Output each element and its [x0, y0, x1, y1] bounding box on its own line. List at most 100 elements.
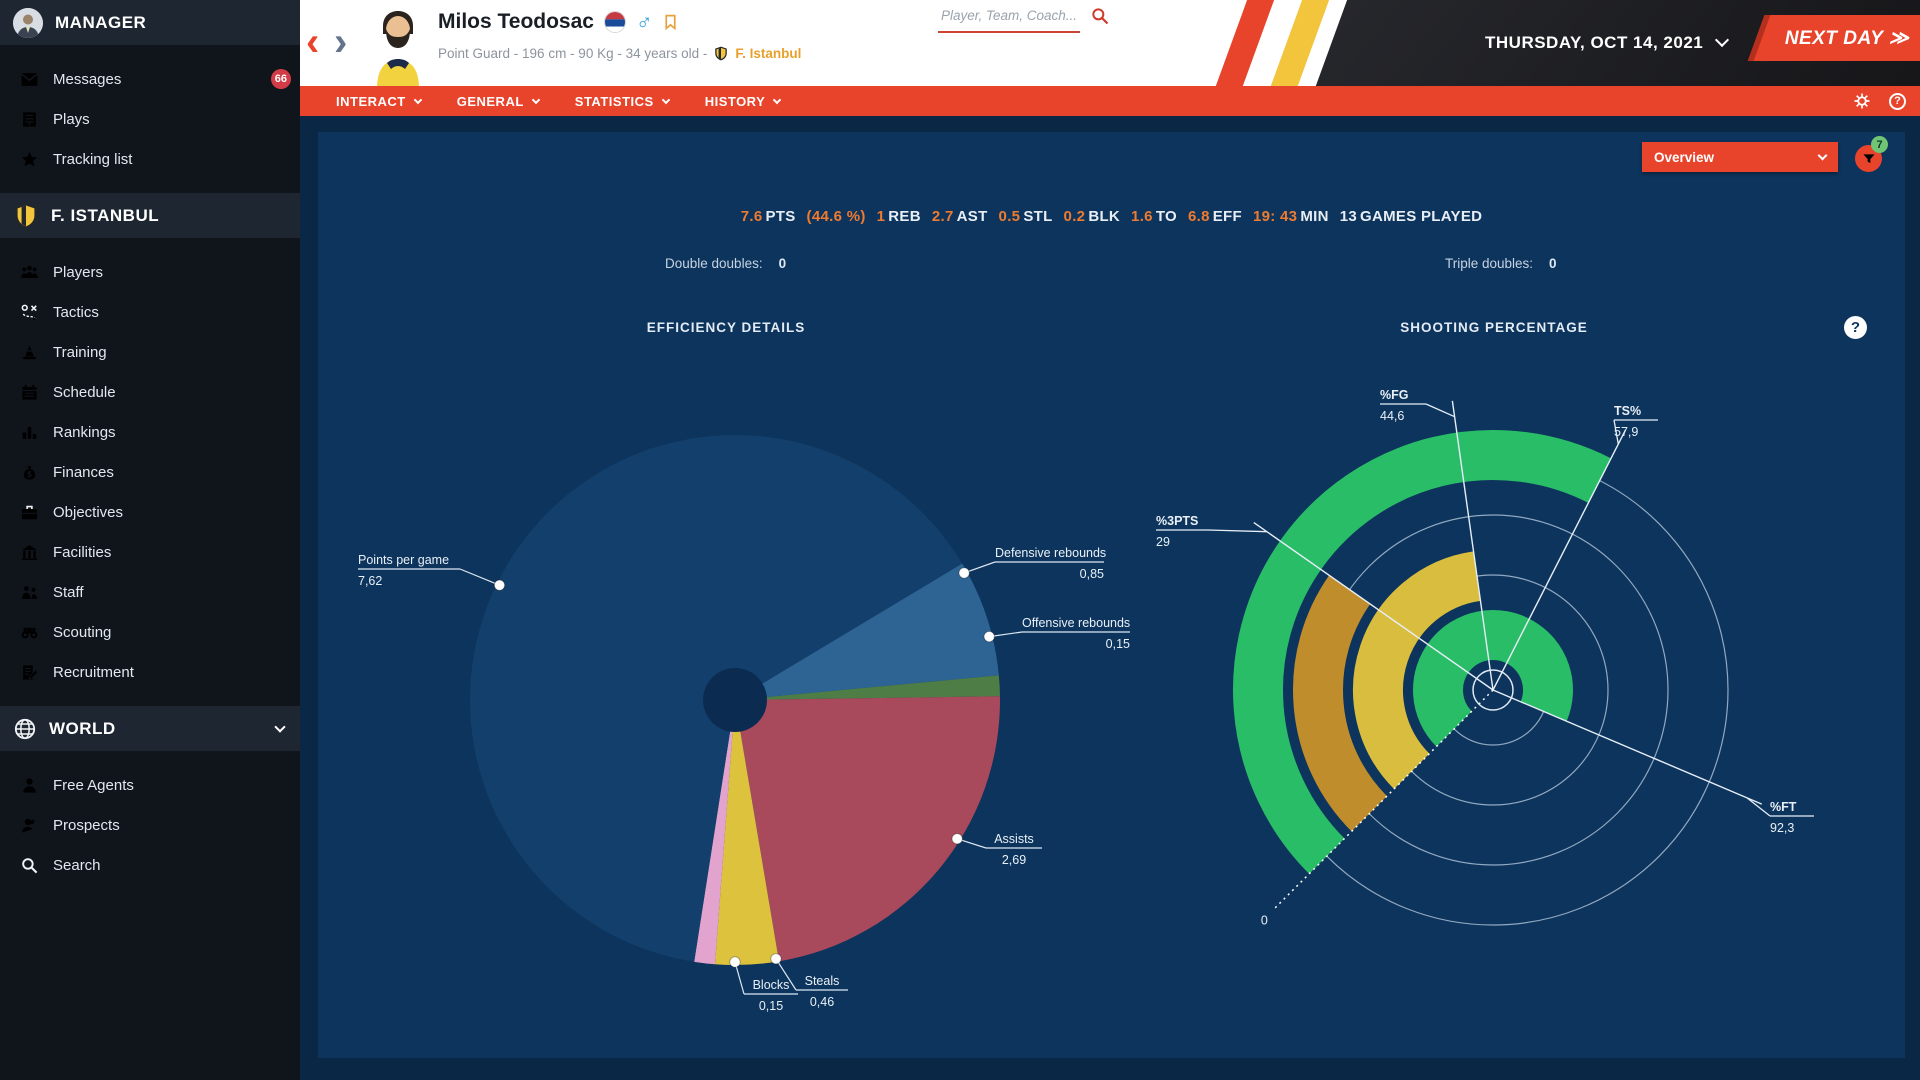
season-stat-line: 7.6 PTS (44.6 %) 1 REB 2.7 AST 0.5 STL 0.2 BL…: [318, 208, 1905, 225]
decorative-stripe: [1209, 0, 1278, 86]
pie-label-defensive-rebounds: Defensive rebounds: [995, 546, 1106, 560]
person-star-icon: [20, 816, 39, 835]
pie-dot-blocks: [729, 956, 741, 968]
sidebar-item-search[interactable]: Search: [0, 845, 300, 885]
menu-statistics[interactable]: STATISTICS: [574, 93, 670, 109]
filter-count-badge: 7: [1871, 136, 1888, 153]
stat-value: (44.6 %): [806, 208, 866, 225]
star-icon: [20, 150, 39, 169]
radial-label--fg: %FG: [1380, 388, 1408, 402]
pie-label-blocks: Blocks: [753, 978, 790, 992]
sidebar-item-finances[interactable]: Finances: [0, 452, 300, 492]
stat-value: 7.6: [740, 208, 763, 225]
sidebar-item-tracking-list[interactable]: Tracking list: [0, 139, 300, 179]
date-selector[interactable]: THURSDAY, OCT 14, 2021: [1485, 0, 1730, 86]
search-icon[interactable]: [1090, 6, 1110, 26]
sidebar-manager-header[interactable]: MANAGER: [0, 0, 300, 45]
sidebar-item-messages[interactable]: Messages 66: [0, 59, 300, 99]
pie-dot-assists: [951, 833, 963, 845]
back-button[interactable]: ‹: [306, 20, 320, 64]
help-icon[interactable]: ?: [1889, 92, 1906, 110]
sidebar-item-tactics[interactable]: Tactics: [0, 292, 300, 332]
radial-arc--fg: [1353, 551, 1482, 789]
player-subtitle: Point Guard - 196 cm - 90 Kg - 34 years …: [438, 46, 801, 61]
sidebar-item-free-agents[interactable]: Free Agents: [0, 765, 300, 805]
triple-doubles: Triple doubles: 0: [1445, 256, 1557, 271]
search-input[interactable]: [938, 4, 1080, 33]
menu-history[interactable]: HISTORY: [705, 94, 782, 109]
menu-general[interactable]: GENERAL: [457, 94, 541, 109]
stat-label: STL: [1023, 208, 1053, 225]
sidebar-item-players[interactable]: Players: [0, 252, 300, 292]
pie-dot-offensive-rebounds: [983, 630, 995, 643]
male-gender-icon: ♂: [635, 9, 653, 34]
sidebar-team-header[interactable]: F. ISTANBUL: [0, 193, 300, 238]
global-search: [938, 4, 1080, 33]
player-team-link[interactable]: F. Istanbul: [735, 46, 802, 61]
stat-value: 13: [1339, 208, 1358, 225]
stat-value: 19: 43: [1252, 208, 1298, 225]
sidebar-item-label: Schedule: [53, 383, 116, 401]
radial-hub: [1472, 669, 1514, 711]
menu-bar-tools: ?: [1853, 92, 1906, 110]
menu-interact[interactable]: INTERACT: [336, 93, 422, 109]
forward-button[interactable]: ›: [334, 20, 348, 64]
label-connector: [1207, 529, 1267, 533]
sidebar-item-plays[interactable]: Plays: [0, 99, 300, 139]
double-doubles-label: Double doubles:: [665, 256, 763, 271]
next-day-label: NEXT DAY ≫: [1784, 27, 1910, 49]
search-icon: [20, 856, 39, 875]
menu-label: INTERACT: [336, 93, 406, 109]
bookmark-icon[interactable]: [662, 12, 679, 32]
pie-value-steals: 0,46: [810, 995, 834, 1009]
stat-label: PTS: [765, 208, 796, 225]
building-icon: [20, 543, 39, 562]
menu-label: STATISTICS: [574, 93, 654, 109]
stats-panel: Overview 7 7.6 PTS (44.6 %) 1 REB 2.7 AST 0…: [318, 132, 1905, 1058]
briefcase-icon: [20, 503, 39, 522]
double-doubles: Double doubles: 0: [665, 256, 786, 271]
calendar-icon: [20, 383, 39, 402]
sidebar-item-label: Tracking list: [53, 150, 133, 168]
player-name-row: Milos Teodosac ♂: [438, 10, 679, 34]
sidebar-item-training[interactable]: Training: [0, 332, 300, 372]
stat-value: 1.6: [1131, 208, 1153, 225]
sidebar-item-objectives[interactable]: Objectives: [0, 492, 300, 532]
radial-value--ft: 92,3: [1770, 821, 1794, 835]
current-date: THURSDAY, OCT 14, 2021: [1485, 33, 1704, 52]
stat-label: AST: [956, 208, 988, 225]
sidebar-item-staff[interactable]: Staff: [0, 572, 300, 612]
double-doubles-value: 0: [778, 256, 787, 271]
sidebar-item-prospects[interactable]: Prospects: [0, 805, 300, 845]
person-icon: [20, 776, 39, 795]
sidebar-item-label: Scouting: [53, 623, 112, 641]
sidebar-item-label: Messages: [53, 70, 122, 88]
pie-label-assists: Assists: [994, 832, 1034, 846]
pie-value-offensive-rebounds: 0,15: [1106, 637, 1130, 651]
bar-chart-icon: [20, 423, 39, 442]
staff-icon: [20, 583, 39, 602]
sidebar-item-label: Finances: [53, 463, 114, 481]
sidebar-item-label: Rankings: [53, 423, 116, 441]
serbia-flag-icon: [603, 11, 626, 33]
menu-bar: INTERACT GENERAL STATISTICS HISTORY ?: [300, 86, 1920, 116]
radial-spoke--3pts: [1253, 521, 1494, 691]
cone-icon: [20, 343, 39, 362]
stat-label: REB: [888, 208, 921, 225]
sidebar-item-facilities[interactable]: Facilities: [0, 532, 300, 572]
sidebar-item-rankings[interactable]: Rankings: [0, 412, 300, 452]
label-connector: [989, 631, 1023, 638]
sidebar-item-recruitment[interactable]: Recruitment: [0, 652, 300, 692]
pie-value-blocks: 0,15: [759, 999, 783, 1013]
pie-dot-defensive-rebounds: [958, 567, 970, 579]
next-day-button[interactable]: NEXT DAY ≫: [1753, 15, 1920, 61]
sidebar-world-header[interactable]: WORLD: [0, 706, 300, 751]
gear-icon[interactable]: [1853, 92, 1871, 110]
sidebar-item-label: Training: [53, 343, 107, 361]
pie-dot-points-per-game: [493, 579, 506, 591]
sidebar-item-scouting[interactable]: Scouting: [0, 612, 300, 652]
sidebar-item-schedule[interactable]: Schedule: [0, 372, 300, 412]
overview-dropdown[interactable]: Overview: [1642, 142, 1838, 172]
help-icon[interactable]: ?: [1844, 316, 1867, 339]
